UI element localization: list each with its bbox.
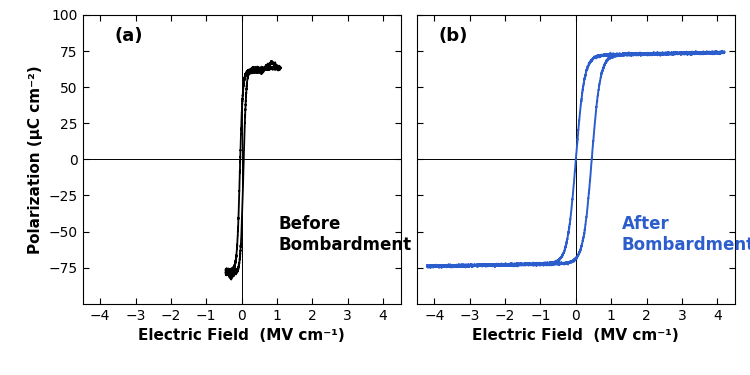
Text: (b): (b) [439,27,468,45]
X-axis label: Electric Field  (MV cm⁻¹): Electric Field (MV cm⁻¹) [472,328,680,343]
Text: (a): (a) [114,27,142,45]
Text: Before
Bombardment: Before Bombardment [279,215,412,254]
X-axis label: Electric Field  (MV cm⁻¹): Electric Field (MV cm⁻¹) [138,328,345,343]
Y-axis label: Polarization (μC cm⁻²): Polarization (μC cm⁻²) [28,65,43,254]
Text: After
Bombardment: After Bombardment [622,215,750,254]
